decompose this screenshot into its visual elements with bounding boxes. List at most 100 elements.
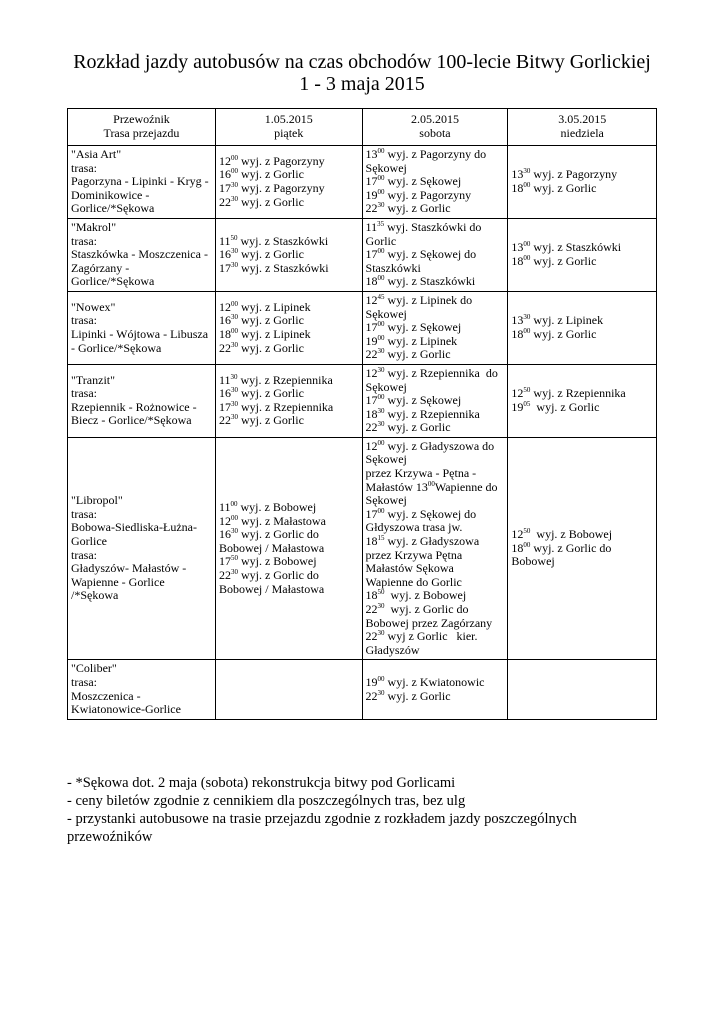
schedule-cell: 1150 wyj. z Staszkówki 1630 wyj. z Gorlic… <box>214 217 363 292</box>
departure-text: Sękowej <box>365 493 407 508</box>
header-line: piątek <box>274 126 304 140</box>
departure-text: Wapienne do <box>434 479 498 494</box>
departure-minute: 50 <box>230 233 238 242</box>
departure-line: 2230 wyj. z Gorlic <box>218 340 359 356</box>
departure-hour: 13 <box>415 479 428 494</box>
departure-minute: 30 <box>523 167 531 176</box>
departure-text: wyj. z Gorlic <box>237 413 304 428</box>
departure-text: Wapienne do Gorlic <box>365 574 462 589</box>
departure-line: 1900 wyj. z Pagorzyny <box>366 187 505 203</box>
departure-hour: 22 <box>365 602 378 616</box>
departure-hour: 18 <box>365 274 378 289</box>
departure-line: 2230 wyj z Gorlic kier. <box>366 629 505 644</box>
carrier-line: trasa: <box>71 674 97 689</box>
departure-minute: 00 <box>230 153 238 162</box>
departure-hour: 18 <box>511 326 524 341</box>
departure-line: 1230 wyj. z Rzepiennika do <box>366 365 505 381</box>
departure-minute: 30 <box>230 386 238 395</box>
departure-line: 1905 wyj. z Gorlic <box>511 399 653 415</box>
departure-minute: 00 <box>230 513 238 522</box>
departure-line: 1630 wyj. z Gorlic <box>219 386 359 401</box>
departure-line: 1815 wyj. z Gładyszowa <box>365 534 505 549</box>
departure-text: przez Krzywa - Pętna - <box>365 466 477 481</box>
departure-line: 1200 wyj. z Gładyszowa do <box>366 439 505 454</box>
header-line: 2.05.2015 <box>410 112 459 127</box>
header-line: Przewoźnik <box>113 112 170 127</box>
departure-minute: 30 <box>377 629 385 638</box>
departure-minute: 30 <box>230 194 238 203</box>
note-line: - ceny biletów zgodnie z cennikiem dla p… <box>67 793 466 809</box>
departure-hour: 11 <box>218 233 231 248</box>
departure-text: Gładyszów <box>365 642 420 657</box>
departure-hour: 12 <box>365 292 378 307</box>
departure-hour: 12 <box>218 153 231 168</box>
schedule-cell: 1330 wyj. z Pagorzyny 1800 wyj. z Gorlic <box>507 145 657 219</box>
departure-hour: 11 <box>218 500 231 515</box>
departure-minute: 00 <box>230 500 238 509</box>
departure-line: 1330 wyj. z Pagorzyny <box>511 168 653 182</box>
departure-line: Sękowej <box>366 161 505 176</box>
departure-text: wyj. z Rzepiennika <box>237 399 334 414</box>
departure-line: 1800 wyj. z Gorlic <box>511 180 653 196</box>
departure-text: wyj. z Lipinek <box>384 333 458 348</box>
departure-minute: 30 <box>230 180 238 189</box>
departure-text: wyj. z Pagorzyny <box>237 153 325 168</box>
carrier-line: trasa: <box>71 506 97 521</box>
departure-text: wyj. z Gorlic <box>237 247 304 262</box>
departure-text: wyj. z Rzepiennika do <box>384 365 498 380</box>
departure-hour: 22 <box>218 340 231 355</box>
departure-minute: 35 <box>377 219 385 228</box>
departure-minute: 50 <box>523 527 531 536</box>
departure-minute: 00 <box>377 147 385 155</box>
departure-minute: 15 <box>377 534 385 543</box>
schedule-cell: 1330 wyj. z Lipinek 1800 wyj. z Gorlic <box>507 290 657 365</box>
departure-text: wyj. z Pagorzyny do <box>384 147 487 161</box>
departure-hour: 13 <box>511 167 524 182</box>
departure-text: wyj. z Pagorzyny <box>530 167 618 182</box>
departure-line: 1250 wyj. z Rzepiennika <box>511 386 653 401</box>
departure-hour: 16 <box>218 527 231 542</box>
departure-text: wyj. z Małastowa <box>237 513 326 528</box>
departure-line: 2230 wyj. z Gorlic do <box>365 602 505 617</box>
departure-hour: 22 <box>218 194 231 209</box>
departure-line: 2230 wyj. z Gorlic <box>366 348 505 362</box>
departure-line: Głdyszowa trasa jw. <box>366 521 505 535</box>
departure-minute: 00 <box>377 187 385 196</box>
schedule-cell: 1200 wyj. z Lipinek 1630 wyj. z Gorlic 180… <box>214 290 363 365</box>
schedule-cell: 1100 wyj. z Bobowej 1200 wyj. z Małastowa… <box>214 436 363 661</box>
departure-line: 1800 wyj. z Gorlic do <box>511 540 653 556</box>
departure-text: wyj. z Sękowej do <box>384 506 477 521</box>
departure-hour: 17 <box>365 506 378 521</box>
carrier-line: "Libropol" <box>71 493 123 508</box>
departure-text: wyj. z Pagorzyny <box>237 180 325 195</box>
departure-line: 2230 wyj. z Gorlic <box>219 414 359 428</box>
departure-minute: 00 <box>377 674 385 683</box>
schedule-cell: 1250 wyj. z Bobowej 1800 wyj. z Gorlic do… <box>507 436 657 661</box>
departure-minute: 30 <box>230 340 238 349</box>
departure-line: 1300 wyj. z Pagorzyny do <box>366 147 505 162</box>
departure-text: wyj. z Gorlic do <box>530 540 612 555</box>
departure-text: wyj. z Gorlic <box>530 399 600 414</box>
departure-minute: 30 <box>523 313 531 322</box>
departure-minute: 30 <box>230 413 238 422</box>
departure-hour: 22 <box>365 201 378 216</box>
departure-line: 1100 wyj. z Bobowej <box>218 500 359 515</box>
carrier-line: "Nowex" <box>71 299 116 314</box>
departure-minute: 30 <box>377 347 385 356</box>
departure-hour: 18 <box>365 534 378 549</box>
departure-hour: 22 <box>365 347 378 362</box>
table-row: "Asia Art" trasa: Pagorzyna - Lipinki - Kr… <box>67 145 657 219</box>
departure-line: Sękowej <box>365 493 505 508</box>
table-row: "Nowex" trasa: Lipinki - Wójtowa - Libusza… <box>67 290 657 365</box>
table-header-row: Przewoźnik Trasa przejazdu 1.05.2015 piątek… <box>67 108 657 146</box>
departure-text: wyj. z Gorlic <box>530 180 597 195</box>
departure-line: Bobowej przez Zagórzany <box>366 616 505 631</box>
departure-text: Głdyszowa trasa jw. <box>365 520 463 535</box>
note-line: - przystanki autobusowe na trasie przeja… <box>67 811 577 845</box>
departure-line: 1800 wyj. z Staszkówki <box>366 275 505 289</box>
departure-line: 1300 wyj. z Staszkówki <box>511 241 653 255</box>
carrier-line: Biecz - Gorlice/*Sękowa <box>71 413 192 428</box>
departure-minute: 30 <box>230 247 238 256</box>
departure-text: Bobowej <box>511 554 555 569</box>
carrier-line: "Coliber" <box>71 661 117 676</box>
